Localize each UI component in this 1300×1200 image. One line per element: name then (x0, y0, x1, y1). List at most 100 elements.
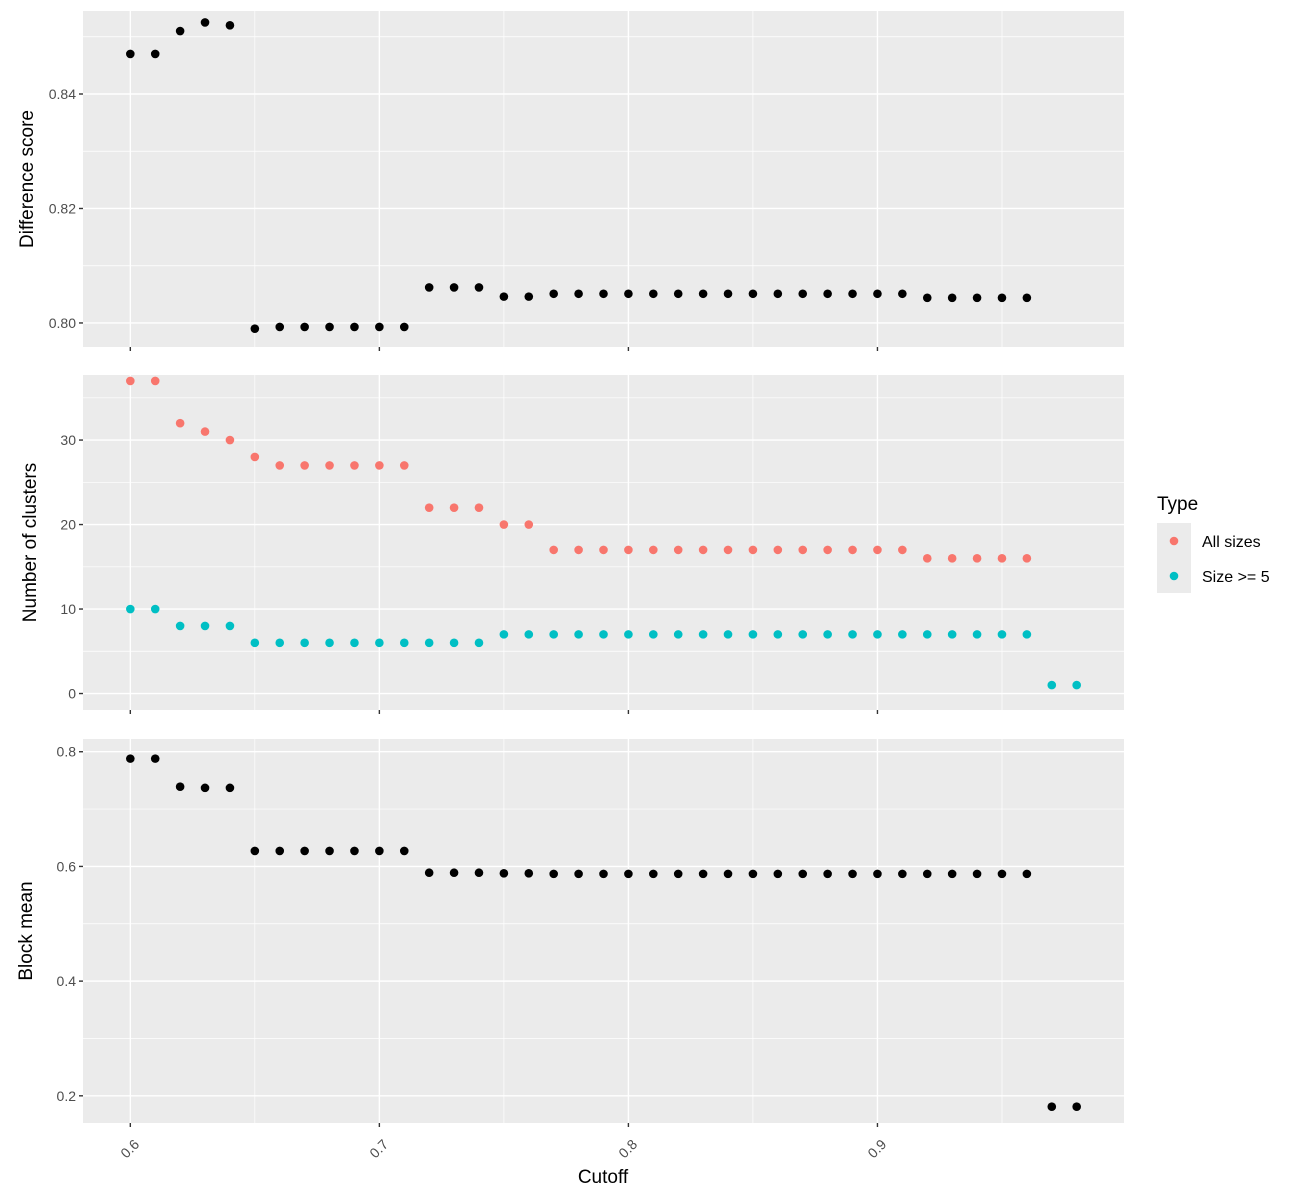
data-point (200, 427, 210, 436)
data-point (424, 638, 434, 648)
data-point (150, 754, 160, 763)
data-point (399, 638, 409, 648)
data-point (624, 869, 633, 879)
data-point (375, 638, 384, 648)
data-point (524, 292, 534, 301)
data-point (424, 868, 434, 878)
data-point (499, 630, 509, 639)
y-axis-title: Difference score (17, 110, 38, 248)
data-point (574, 545, 583, 555)
data-point (524, 520, 534, 529)
data-point (250, 452, 260, 462)
data-point (449, 283, 459, 292)
data-point (947, 554, 957, 563)
data-point (1072, 1102, 1081, 1112)
data-point (549, 869, 558, 879)
data-point (350, 638, 359, 648)
data-point (873, 630, 882, 639)
data-point (225, 621, 235, 631)
data-point (848, 869, 857, 879)
data-point (449, 503, 459, 512)
data-point (175, 26, 185, 36)
legend-key-background (1157, 523, 1191, 593)
data-point (474, 868, 484, 878)
data-point (574, 869, 583, 879)
data-point (1022, 630, 1032, 639)
data-point (922, 293, 932, 303)
series-2 (126, 604, 1081, 690)
data-point (997, 869, 1007, 879)
data-point (300, 322, 309, 332)
data-point (624, 630, 633, 639)
data-point (200, 621, 210, 631)
y-tick-label: 30 (60, 432, 76, 448)
data-point (673, 630, 683, 639)
series-1 (126, 376, 1032, 563)
data-point (848, 545, 857, 555)
y-tick-label: 20 (60, 517, 76, 533)
panels-layer: 0.80 0.82 0.84 Difference score 0 10 20 30 Numbe… (16, 11, 1124, 1161)
data-point (399, 322, 409, 332)
data-point (798, 630, 808, 639)
data-point (773, 545, 783, 555)
data-point (823, 289, 832, 299)
data-point (922, 869, 932, 879)
series-1 (126, 18, 1032, 333)
data-point (698, 545, 708, 555)
data-point (972, 293, 982, 303)
data-point (275, 638, 285, 648)
data-point (399, 846, 409, 856)
data-point (300, 461, 309, 470)
data-point (1047, 1102, 1057, 1112)
data-point (126, 376, 135, 386)
data-point (649, 289, 658, 299)
data-point (375, 461, 384, 470)
y-tick-label: 10 (60, 601, 76, 617)
data-point (499, 520, 509, 529)
data-point (997, 293, 1007, 303)
y-tick-label: 0.6 (57, 858, 77, 874)
panel-background (83, 739, 1124, 1123)
data-point (748, 869, 758, 879)
data-point (873, 289, 882, 299)
data-point (225, 21, 235, 30)
data-point (898, 630, 907, 639)
panel-background (83, 375, 1124, 710)
data-point (898, 869, 907, 879)
data-point (972, 554, 982, 563)
series-1 (126, 754, 1081, 1112)
data-point (748, 630, 758, 639)
y-tick-label: 0 (68, 686, 76, 702)
data-point (723, 545, 733, 555)
y-axis-title: Number of clusters (20, 463, 41, 622)
data-point (947, 630, 957, 639)
y-tick-label: 0.82 (49, 200, 76, 216)
data-point (748, 545, 758, 555)
data-point (798, 869, 808, 879)
data-point (922, 554, 932, 563)
data-point (823, 630, 832, 639)
data-point (200, 783, 210, 793)
legend-key-1 (1169, 536, 1179, 546)
panel-2: 0 10 20 30 Number of clusters (20, 375, 1124, 714)
data-point (873, 545, 882, 555)
panel-3: 0.2 0.4 0.6 0.8 0.6 0.7 0.8 0.9 Block mean (16, 739, 1124, 1161)
x-axis-title: Cutoff (578, 1167, 629, 1188)
data-point (698, 869, 708, 879)
data-point (325, 461, 334, 470)
data-point (1072, 680, 1081, 690)
data-point (624, 545, 633, 555)
data-point (150, 49, 160, 59)
y-tick-label: 0.2 (57, 1088, 77, 1104)
data-point (997, 554, 1007, 563)
data-point (873, 869, 882, 879)
data-point (798, 289, 808, 299)
data-point (549, 630, 558, 639)
data-point (126, 754, 135, 763)
data-point (922, 630, 932, 639)
data-point (848, 630, 857, 639)
legend-key-2 (1169, 571, 1179, 581)
data-point (275, 461, 285, 470)
data-point (325, 638, 334, 648)
data-point (350, 322, 359, 332)
